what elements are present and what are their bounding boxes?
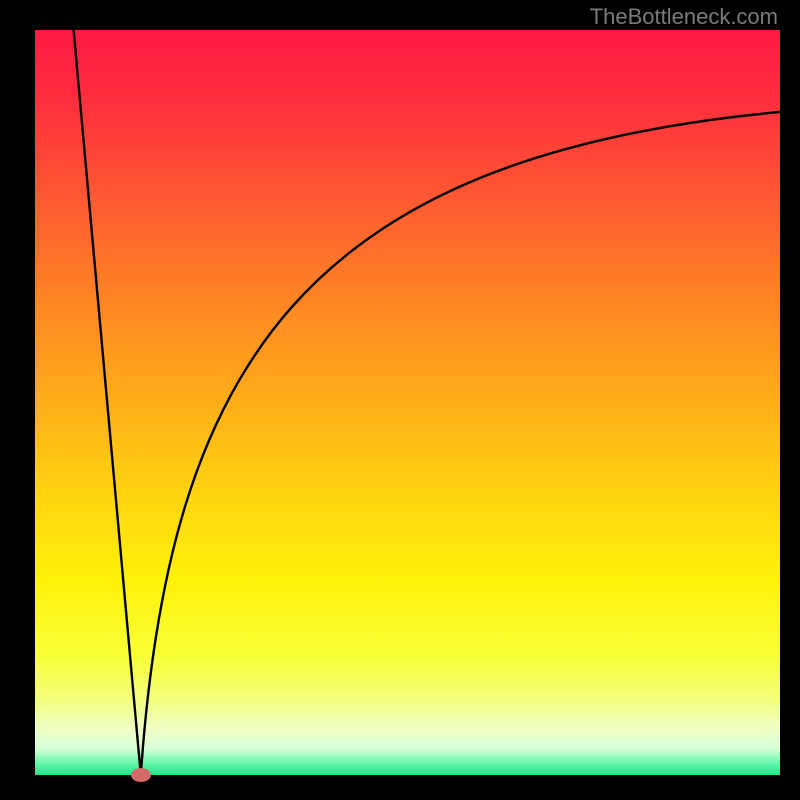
plot-area bbox=[35, 30, 780, 775]
chart-container: TheBottleneck.com bbox=[0, 0, 800, 800]
watermark-text: TheBottleneck.com bbox=[590, 4, 778, 30]
